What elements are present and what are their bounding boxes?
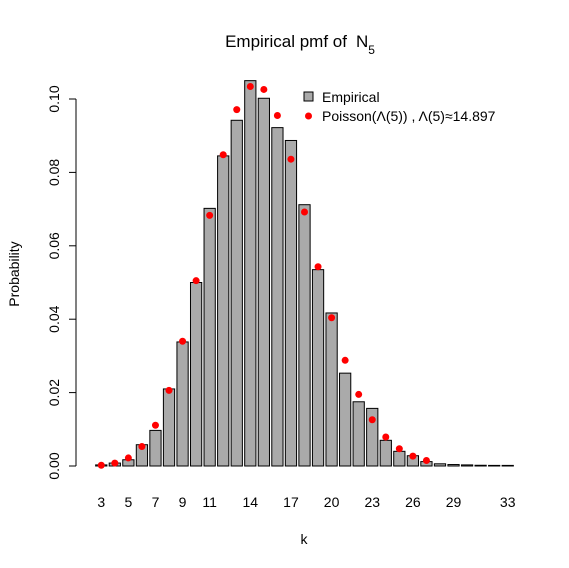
poisson-point-k-19 <box>314 263 322 271</box>
poisson-point-k-18 <box>301 208 308 216</box>
x-tick-label: 7 <box>152 494 160 510</box>
bar-k-24 <box>379 439 392 467</box>
poisson-point-k-7 <box>151 421 159 429</box>
y-tick-label: 0.00 <box>46 452 62 479</box>
legend-label-poisson: Poisson(Λ(5)) , Λ(5)≈14.897 <box>322 108 496 124</box>
x-tick-label: 23 <box>364 494 380 510</box>
x-tick-label: 5 <box>124 494 132 510</box>
bar-k-19 <box>311 269 325 467</box>
bar-k-23 <box>366 407 379 467</box>
axes: 0.00 0.02 0.04 0.06 0.08 0.10 3 5 7 9 11 14 17 20 23 26… <box>46 85 516 510</box>
poisson-point-k-16 <box>273 112 281 120</box>
x-tick-label: 26 <box>405 494 421 510</box>
poisson-point-k-24 <box>382 433 390 441</box>
poisson-point-k-14 <box>246 83 254 91</box>
y-tick-label: 0.08 <box>46 159 62 186</box>
bar-k-15 <box>257 97 270 467</box>
legend-label-empirical: Empirical <box>322 89 380 105</box>
poisson-point-k-11 <box>206 211 214 219</box>
poisson-point-k-27 <box>422 456 430 464</box>
poisson-point-k-5 <box>124 454 132 462</box>
y-tick-label: 0.04 <box>46 305 62 332</box>
bar-k-20 <box>325 312 338 467</box>
bar-k-28 <box>433 463 447 467</box>
poisson-point-k-4 <box>111 459 119 467</box>
x-tick-label: 9 <box>179 494 187 510</box>
bar-k-29 <box>447 464 460 467</box>
bar-k-33 <box>501 464 514 467</box>
bar-k-31 <box>474 464 487 467</box>
y-tick-label: 0.10 <box>46 85 62 112</box>
bar-k-10 <box>189 282 203 467</box>
bars <box>95 80 514 467</box>
bar-k-21 <box>339 372 352 467</box>
bar-k-12 <box>217 155 230 467</box>
y-tick-label: 0.06 <box>46 232 62 259</box>
poisson-point-k-10 <box>192 277 200 285</box>
poisson-point-k-20 <box>328 314 336 322</box>
x-tick-label: 11 <box>202 494 217 510</box>
poisson-point-k-8 <box>165 386 173 394</box>
bar-k-16 <box>271 127 284 467</box>
poisson-point-k-21 <box>341 356 349 364</box>
bar-k-14 <box>244 80 257 467</box>
x-tick-label: 33 <box>500 494 516 510</box>
chart-title: Empirical pmf of N5 <box>225 32 375 57</box>
bar-k-8 <box>162 388 176 467</box>
poisson-points <box>97 83 430 469</box>
poisson-point-k-15 <box>260 85 268 93</box>
poisson-point-k-26 <box>409 452 417 460</box>
poisson-point-k-3 <box>97 461 105 469</box>
poisson-point-k-17 <box>287 155 295 163</box>
bar-k-13 <box>230 119 243 467</box>
bar-k-11 <box>203 207 216 467</box>
poisson-point-k-13 <box>233 106 241 114</box>
bar-k-17 <box>284 139 298 467</box>
x-axis-label: k <box>301 531 309 547</box>
x-tick-label: 17 <box>283 494 299 510</box>
x-tick-label: 3 <box>97 494 105 510</box>
bar-k-18 <box>298 204 311 467</box>
legend-swatch-poisson <box>305 112 312 120</box>
y-axis-label: Probability <box>6 241 22 306</box>
bar-k-9 <box>176 341 189 467</box>
x-tick-label: 20 <box>324 494 340 510</box>
x-tick-label: 14 <box>243 494 259 510</box>
bar-k-32 <box>488 464 501 467</box>
legend: Empirical Poisson(Λ(5)) , Λ(5)≈14.897 <box>303 89 496 124</box>
legend-swatch-empirical <box>303 91 314 102</box>
y-tick-label: 0.02 <box>46 379 62 406</box>
poisson-point-k-6 <box>138 443 146 451</box>
bar-k-25 <box>393 450 406 467</box>
bar-k-30 <box>460 464 474 467</box>
poisson-point-k-22 <box>355 390 363 398</box>
x-tick-label: 29 <box>446 494 462 510</box>
bar-k-7 <box>149 429 162 467</box>
poisson-point-k-25 <box>395 445 403 453</box>
poisson-point-k-12 <box>219 151 227 159</box>
bar-k-22 <box>352 401 365 467</box>
poisson-point-k-9 <box>179 337 187 345</box>
poisson-point-k-23 <box>368 416 376 424</box>
